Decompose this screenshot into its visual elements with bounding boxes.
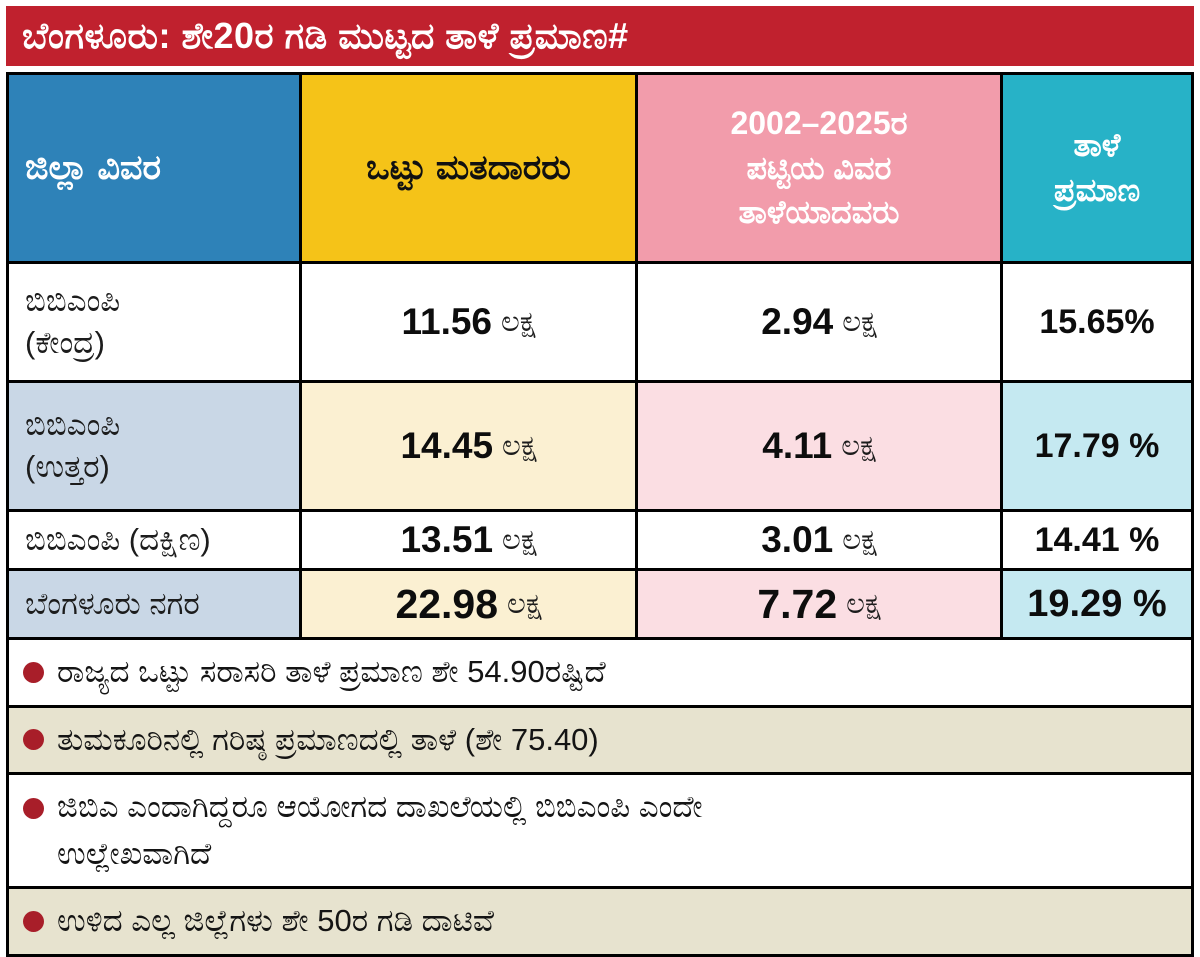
- match-percent: 14.41 %: [1034, 520, 1160, 559]
- column-header-matched-label: 2002–2025ರ ಪಟ್ಟಿಯ ವಿವರ ತಾಳೆಯಾದವರು: [730, 104, 908, 231]
- district-name: ಬಿಬಿಎಂಪಿ (ದಕ್ಷಿಣ): [25, 522, 211, 558]
- voters-value: 22.98: [395, 580, 499, 627]
- voters-unit: ಲಕ್ಷ: [502, 523, 537, 556]
- table-row-2-matched-cell: 4.11 ಲಕ್ಷ: [638, 383, 1000, 509]
- note-other-districts: ಉಳಿದ ಎಲ್ಲ ಜಿಲ್ಲೆಗಳು ಶೇ 50ರ ಗಡಿ ದಾಟಿವೆ: [9, 886, 1191, 954]
- district-name: ಬಿಬಿಎಂಪಿ (ಉತ್ತರ): [25, 407, 121, 484]
- title-bar: ಬೆಂಗಳೂರು: ಶೇ20ರ ಗಡಿ ಮುಟ್ಟದ ತಾಳೆ ಪ್ರಮಾಣ#: [6, 6, 1194, 66]
- column-header-district-label: ಜಿಲ್ಲಾ ವಿವರ: [25, 148, 162, 187]
- table-row-2-district-cell: ಬಿಬಿಎಂಪಿ (ಉತ್ತರ): [9, 383, 299, 509]
- district-name: ಬೆಂಗಳೂರು ನಗರ: [25, 586, 200, 622]
- voters-value: 11.56: [401, 301, 493, 342]
- voters-unit: ಲಕ್ಷ: [502, 429, 537, 462]
- voters-value: 13.51: [400, 519, 494, 560]
- note-text: ಜಿಬಿಎ ಎಂದಾಗಿದ್ದರೂ ಆಯೋಗದ ದಾಖಲೆಯಲ್ಲಿ ಬಿಬಿಎ…: [57, 789, 703, 871]
- matched-value: 2.94: [761, 301, 834, 342]
- matched-unit: ಲಕ್ಷ: [842, 305, 877, 338]
- note-text: ರಾಜ್ಯದ ಒಟ್ಟು ಸರಾಸರಿ ತಾಳೆ ಪ್ರಮಾಣ ಶೇ 54.90…: [57, 654, 606, 689]
- column-header-match-ratio: ತಾಳೆ ಪ್ರಮಾಣ: [1003, 75, 1191, 261]
- column-header-total-voters: ಒಟ್ಟು ಮತದಾರರು: [302, 75, 635, 261]
- voters-value: 14.45: [400, 425, 494, 466]
- voters-unit: ಲಕ್ಷ: [501, 305, 536, 338]
- table-row-4-matched-cell: 7.72 ಲಕ್ಷ: [638, 571, 1000, 637]
- table-row-3-matched-cell: 3.01 ಲಕ್ಷ: [638, 512, 1000, 568]
- table-row-1-pct-cell: 15.65%: [1003, 264, 1191, 380]
- match-percent: 17.79 %: [1034, 426, 1160, 465]
- matched-unit: ಲಕ್ಷ: [841, 429, 876, 462]
- matched-unit: ಲಕ್ಷ: [846, 587, 881, 620]
- table-row-4-district-cell: ಬೆಂಗಳೂರು ನಗರ: [9, 571, 299, 637]
- column-header-matched: 2002–2025ರ ಪಟ್ಟಿಯ ವಿವರ ತಾಳೆಯಾದವರು: [638, 75, 1000, 261]
- matched-value: 4.11: [762, 425, 833, 466]
- match-percent: 15.65%: [1039, 302, 1155, 341]
- footnotes: ರಾಜ್ಯದ ಒಟ್ಟು ಸರಾಸರಿ ತಾಳೆ ಪ್ರಮಾಣ ಶೇ 54.90…: [6, 640, 1194, 957]
- table-row-3-district-cell: ಬಿಬಿಎಂಪಿ (ದಕ್ಷಿಣ): [9, 512, 299, 568]
- bullet-icon: [23, 910, 44, 932]
- table-row-2-voters-cell: 14.45 ಲಕ್ಷ: [302, 383, 635, 509]
- table-row-3-voters-cell: 13.51 ಲಕ್ಷ: [302, 512, 635, 568]
- table-row-3-pct-cell: 14.41 %: [1003, 512, 1191, 568]
- matched-value: 3.01: [761, 519, 834, 560]
- note-text: ಉಳಿದ ಎಲ್ಲ ಜಿಲ್ಲೆಗಳು ಶೇ 50ರ ಗಡಿ ದಾಟಿವೆ: [57, 903, 494, 938]
- matched-unit: ಲಕ್ಷ: [842, 523, 877, 556]
- note-tumakuru-highest: ತುಮಕೂರಿನಲ್ಲಿ ಗರಿಷ್ಠ ಪ್ರಮಾಣದಲ್ಲಿ ತಾಳೆ (ಶೇ…: [9, 704, 1191, 772]
- table-row-1-voters-cell: 11.56 ಲಕ್ಷ: [302, 264, 635, 380]
- table-row-1-matched-cell: 2.94 ಲಕ್ಷ: [638, 264, 1000, 380]
- table-row-1-district-cell: ಬಿಬಿಎಂಪಿ (ಕೇಂದ್ರ): [9, 264, 299, 380]
- page-title: ಬೆಂಗಳೂರು: ಶೇ20ರ ಗಡಿ ಮುಟ್ಟದ ತಾಳೆ ಪ್ರಮಾಣ#: [22, 14, 629, 56]
- data-table: ಜಿಲ್ಲಾ ವಿವರ ಒಟ್ಟು ಮತದಾರರು 2002–2025ರ ಪಟ್…: [6, 72, 1194, 640]
- table-row-4-pct-cell: 19.29 %: [1003, 571, 1191, 637]
- column-header-total-voters-label: ಒಟ್ಟು ಮತದಾರರು: [366, 148, 571, 187]
- bullet-icon: [23, 798, 44, 819]
- table-row-2-pct-cell: 17.79 %: [1003, 383, 1191, 509]
- table-row-4-voters-cell: 22.98 ಲಕ್ಷ: [302, 571, 635, 637]
- district-name: ಬಿಬಿಎಂಪಿ (ಕೇಂದ್ರ): [25, 283, 121, 360]
- note-text: ತುಮಕೂರಿನಲ್ಲಿ ಗರಿಷ್ಠ ಪ್ರಮಾಣದಲ್ಲಿ ತಾಳೆ (ಶೇ…: [57, 721, 599, 757]
- column-header-match-ratio-label: ತಾಳೆ ಪ್ರಮಾಣ: [1053, 127, 1141, 208]
- note-state-average: ರಾಜ್ಯದ ಒಟ್ಟು ಸರಾಸರಿ ತಾಳೆ ಪ್ರಮಾಣ ಶೇ 54.90…: [9, 640, 1191, 705]
- bullet-icon: [23, 729, 44, 751]
- bullet-icon: [23, 661, 44, 683]
- matched-value: 7.72: [757, 580, 838, 627]
- voters-unit: ಲಕ್ಷ: [507, 587, 542, 620]
- column-header-district: ಜಿಲ್ಲಾ ವಿವರ: [9, 75, 299, 261]
- note-gba-bbmp-reference: ಜಿಬಿಎ ಎಂದಾಗಿದ್ದರೂ ಆಯೋಗದ ದಾಖಲೆಯಲ್ಲಿ ಬಿಬಿಎ…: [9, 772, 1191, 886]
- match-percent: 19.29 %: [1027, 582, 1167, 625]
